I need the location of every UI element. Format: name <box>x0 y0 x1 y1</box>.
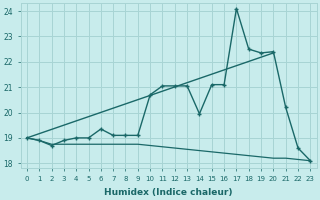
X-axis label: Humidex (Indice chaleur): Humidex (Indice chaleur) <box>104 188 233 197</box>
